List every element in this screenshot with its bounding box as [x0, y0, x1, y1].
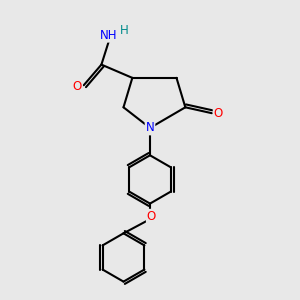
- Text: O: O: [214, 107, 223, 120]
- Text: O: O: [73, 80, 82, 93]
- Text: N: N: [146, 122, 154, 134]
- Text: O: O: [147, 210, 156, 223]
- Text: H: H: [120, 24, 129, 37]
- Text: NH: NH: [100, 29, 118, 42]
